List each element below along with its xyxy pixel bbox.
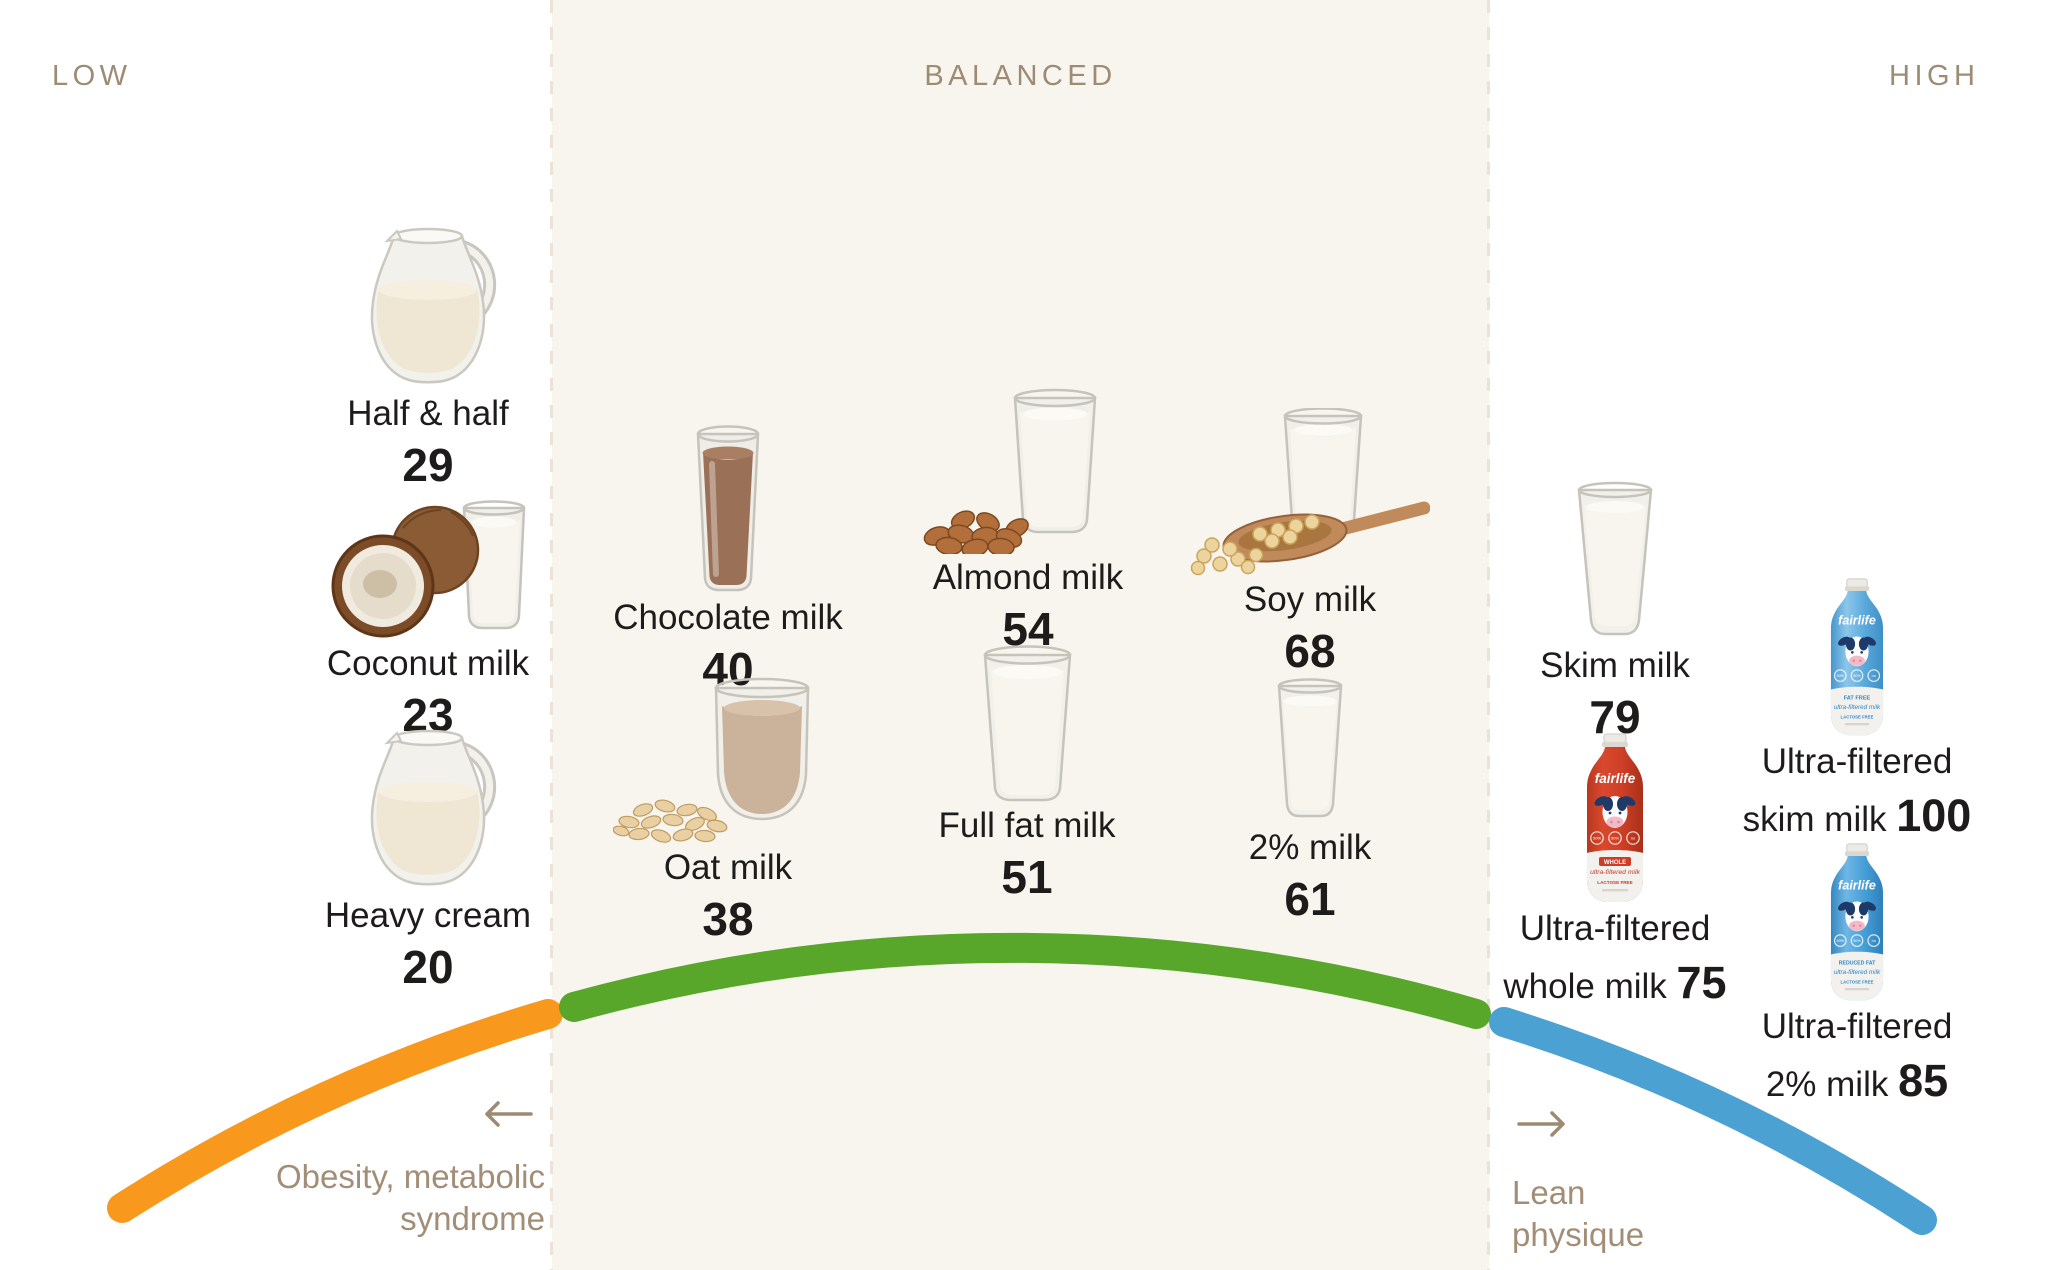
soy-milk-glass-icon bbox=[1190, 408, 1430, 576]
item-label-line1: Ultra-filtered bbox=[1519, 909, 1711, 948]
list-item-full-fat-milk: Full fat milk 51 bbox=[857, 642, 1197, 902]
zone-divider-right bbox=[1487, 0, 1490, 1270]
item-value: 85 bbox=[1898, 1054, 1949, 1106]
fairlife-blue-bottle-icon: fairlife 50% 50% no FAT FREE ultra-filtere… bbox=[1826, 575, 1888, 737]
fairlife-red-bottle-icon: fairlife 50% 50% no WHOLE ultra-filtered m… bbox=[1582, 730, 1648, 904]
item-label: whole milk bbox=[1503, 966, 1667, 1006]
zone-label-high: HIGH bbox=[1889, 60, 1980, 92]
milk-pint-glass-icon bbox=[1571, 478, 1659, 642]
coconut-and-glass-icon bbox=[323, 498, 533, 640]
fairlife-blue-bottle-icon: fairlife 50% 50% no REDUCED FAT ultra-filt… bbox=[1826, 840, 1888, 1002]
list-item-chocolate-milk: Chocolate milk 40 bbox=[568, 420, 888, 694]
low-zone-caption: Obesity, metabolic syndrome bbox=[205, 1156, 545, 1240]
list-item-skim-milk: Skim milk 79 bbox=[1455, 478, 1775, 742]
list-item-two-percent-milk: 2% milk 61 bbox=[1150, 674, 1470, 924]
low-caption-line1: Obesity, metabolic bbox=[276, 1158, 545, 1195]
item-value: 75 bbox=[1676, 956, 1727, 1008]
almond-milk-glass-icon bbox=[913, 388, 1143, 554]
note-label: LACTOSE FREE bbox=[1841, 714, 1874, 719]
item-value: 100 bbox=[1896, 789, 1972, 841]
item-label: Full fat milk bbox=[938, 806, 1116, 845]
item-value: 68 bbox=[1284, 624, 1336, 677]
variant-label: REDUCED FAT bbox=[1839, 961, 1876, 967]
milk-glass-icon bbox=[975, 642, 1080, 802]
list-item-uf-two-percent-milk: fairlife 50% 50% no REDUCED FAT ultra-filt… bbox=[1677, 840, 2037, 1110]
low-caption-line2: syndrome bbox=[400, 1199, 545, 1237]
zone-divider-left bbox=[550, 0, 553, 1270]
variant-label: WHOLE bbox=[1604, 860, 1626, 866]
item-label-line2: skim milk 100 bbox=[1743, 786, 1972, 846]
item-label: Soy milk bbox=[1243, 580, 1377, 619]
item-label: Half & half bbox=[347, 394, 509, 433]
svg-text:50%: 50% bbox=[1611, 836, 1619, 841]
left-arrow-icon bbox=[482, 1098, 534, 1130]
svg-text:50%: 50% bbox=[1837, 674, 1845, 678]
list-item-heavy-cream: Heavy cream 20 bbox=[278, 726, 578, 992]
item-value: 40 bbox=[702, 642, 754, 695]
brand-wordmark: fairlife bbox=[1838, 613, 1876, 627]
svg-text:50%: 50% bbox=[1853, 674, 1861, 678]
brand-wordmark: fairlife bbox=[1595, 771, 1636, 786]
right-arrow-icon bbox=[1516, 1108, 1568, 1140]
zone-label-low: LOW bbox=[52, 60, 132, 92]
svg-text:50%: 50% bbox=[1853, 939, 1861, 943]
item-value: 79 bbox=[1589, 690, 1641, 743]
item-value: 51 bbox=[1001, 850, 1053, 903]
script-label: ultra-filtered milk bbox=[1590, 869, 1640, 876]
brand-wordmark: fairlife bbox=[1838, 878, 1876, 892]
item-label: skim milk bbox=[1742, 799, 1887, 839]
milk-tumbler-icon bbox=[1271, 674, 1349, 824]
item-label: 2% milk bbox=[1248, 828, 1372, 867]
item-value: 38 bbox=[702, 892, 754, 945]
item-label: Coconut milk bbox=[326, 644, 530, 683]
zone-label-balanced: BALANCED bbox=[924, 60, 1117, 92]
item-label: 2% milk bbox=[1765, 1064, 1889, 1104]
item-label-line1: Ultra-filtered bbox=[1761, 1007, 1953, 1046]
list-item-uf-skim-milk: fairlife 50% 50% no FAT FREE ultra-filtere… bbox=[1677, 575, 2037, 845]
note-label: LACTOSE FREE bbox=[1597, 880, 1632, 885]
cream-jug-icon bbox=[353, 726, 503, 892]
item-label: Oat milk bbox=[663, 848, 793, 887]
chocolate-milk-glass-icon bbox=[690, 420, 766, 594]
list-item-half-and-half: Half & half 29 bbox=[278, 224, 578, 490]
svg-text:no: no bbox=[1872, 674, 1876, 678]
item-label-line2: 2% milk 85 bbox=[1766, 1051, 1948, 1111]
note-label: LACTOSE FREE bbox=[1841, 979, 1874, 984]
item-label: Skim milk bbox=[1540, 646, 1690, 685]
svg-text:no: no bbox=[1872, 939, 1876, 943]
item-label: Heavy cream bbox=[324, 896, 532, 935]
item-label: Chocolate milk bbox=[613, 598, 843, 637]
list-item-soy-milk: Soy milk 68 bbox=[1150, 408, 1470, 676]
high-zone-caption: Lean physique bbox=[1512, 1172, 1832, 1256]
list-item-coconut-milk: Coconut milk 23 bbox=[278, 498, 578, 740]
item-label-line1: Ultra-filtered bbox=[1761, 742, 1953, 781]
item-label-line2: whole milk 75 bbox=[1503, 953, 1726, 1013]
high-caption-line1: Lean bbox=[1512, 1174, 1586, 1211]
list-item-almond-milk: Almond milk 54 bbox=[858, 388, 1198, 654]
item-value: 20 bbox=[402, 940, 454, 993]
cream-jug-icon bbox=[353, 224, 503, 390]
variant-label: FAT FREE bbox=[1844, 696, 1871, 702]
script-label: ultra-filtered milk bbox=[1834, 969, 1881, 976]
oat-milk-glass-icon bbox=[613, 676, 843, 844]
svg-text:no: no bbox=[1631, 836, 1636, 841]
item-value: 61 bbox=[1284, 872, 1336, 925]
balanced-zone-panel bbox=[552, 0, 1489, 1270]
list-item-oat-milk: Oat milk 38 bbox=[568, 676, 888, 944]
list-item-uf-whole-milk: fairlife 50% 50% no WHOLE ultra-filtered m… bbox=[1435, 730, 1795, 1012]
high-caption-line2: physique bbox=[1512, 1215, 1645, 1253]
script-label: ultra-filtered milk bbox=[1834, 704, 1881, 711]
svg-text:50%: 50% bbox=[1593, 836, 1601, 841]
item-label: Almond milk bbox=[932, 558, 1124, 597]
item-value: 29 bbox=[402, 438, 454, 491]
svg-text:50%: 50% bbox=[1837, 939, 1845, 943]
